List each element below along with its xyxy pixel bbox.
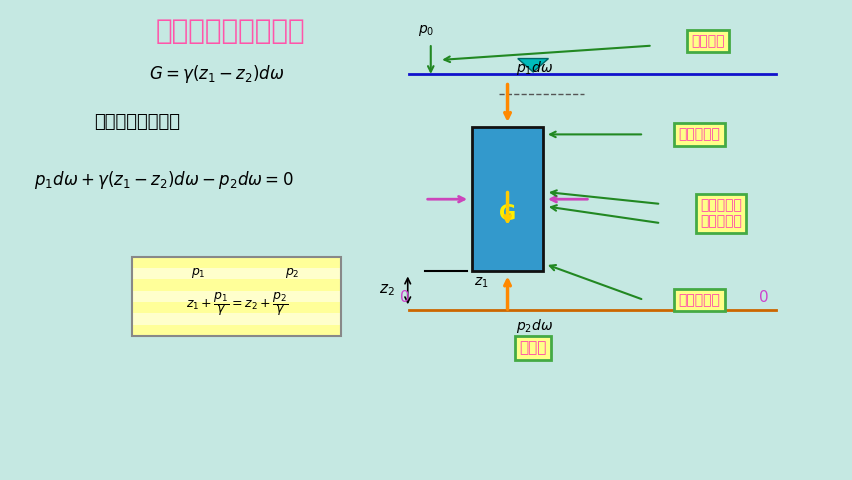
Text: $z_2$: $z_2$ <box>378 283 394 298</box>
Bar <box>132 257 341 336</box>
Text: $p_1 d\omega + \gamma(z_1 - z_2)d\omega - p_2 d\omega = 0$: $p_1 d\omega + \gamma(z_1 - z_2)d\omega … <box>34 169 293 191</box>
Bar <box>132 324 341 336</box>
Bar <box>471 127 543 271</box>
Polygon shape <box>517 59 548 72</box>
Bar <box>132 291 341 302</box>
Text: 顶面水压力: 顶面水压力 <box>677 127 720 142</box>
Text: 0: 0 <box>400 290 410 305</box>
Text: $p_1 d\omega$: $p_1 d\omega$ <box>515 59 553 77</box>
Bar <box>132 268 341 279</box>
Text: 0: 0 <box>757 290 768 305</box>
Text: 水静力学的基本方程: 水静力学的基本方程 <box>155 17 305 45</box>
Text: 底面水压力: 底面水压力 <box>677 293 720 307</box>
Text: $p_2$: $p_2$ <box>285 265 299 280</box>
Text: G: G <box>498 204 515 224</box>
Text: $z_1 + \dfrac{p_1}{\gamma} = z_2 + \dfrac{p_2}{\gamma}$: $z_1 + \dfrac{p_1}{\gamma} = z_2 + \dfra… <box>186 290 287 318</box>
Text: $G = \gamma(z_1 - z_2)d\omega$: $G = \gamma(z_1 - z_2)d\omega$ <box>149 63 285 85</box>
Bar <box>132 313 341 324</box>
Text: $p_1$: $p_1$ <box>191 265 205 280</box>
Text: $z_1$: $z_1$ <box>474 276 488 290</box>
Text: $p_0$: $p_0$ <box>417 24 435 38</box>
Bar <box>132 302 341 313</box>
Bar <box>132 257 341 268</box>
Text: $p_2 d\omega$: $p_2 d\omega$ <box>515 317 553 335</box>
Text: 竖直方向平衡式为: 竖直方向平衡式为 <box>94 113 180 132</box>
Text: 液面压强: 液面压强 <box>690 34 724 48</box>
Text: 侧面只在水
压力下平衡: 侧面只在水 压力下平衡 <box>699 199 741 228</box>
Bar <box>132 279 341 291</box>
Text: 基准面: 基准面 <box>519 340 546 356</box>
